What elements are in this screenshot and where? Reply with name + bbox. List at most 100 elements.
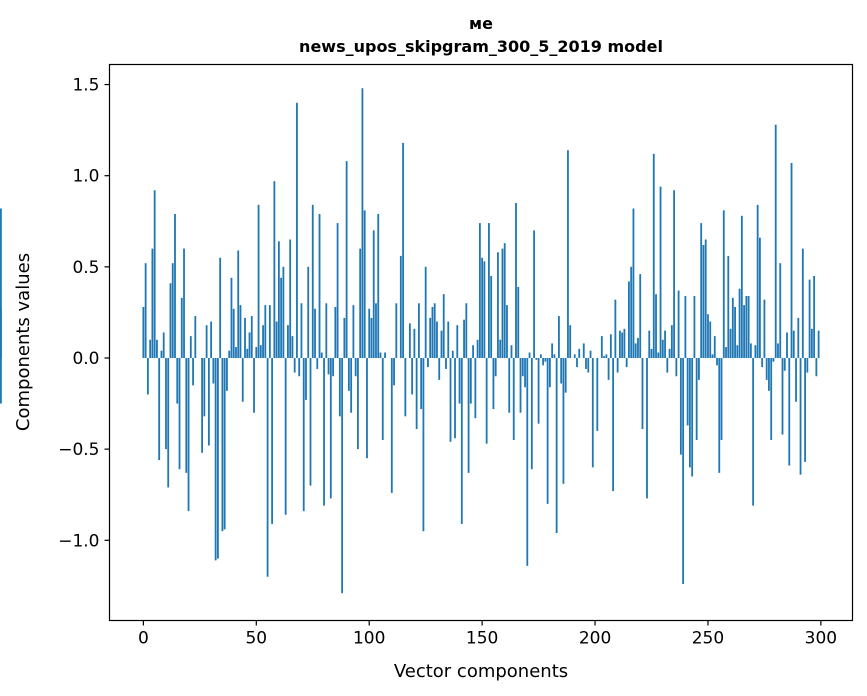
bar <box>165 358 167 450</box>
bar <box>564 358 567 393</box>
chart-subtitle: news_upos_skipgram_300_5_2019 model <box>299 37 663 56</box>
bar <box>688 358 691 468</box>
bar <box>447 321 450 358</box>
bar <box>377 213 380 358</box>
bar <box>271 358 274 524</box>
bar <box>192 358 194 386</box>
bar <box>483 261 486 358</box>
bar <box>582 343 585 358</box>
bar <box>144 263 147 358</box>
bar <box>399 255 402 358</box>
bar <box>379 352 382 358</box>
bar <box>438 358 441 380</box>
bar <box>284 358 287 515</box>
bar <box>729 328 732 358</box>
bar <box>228 350 231 358</box>
bar <box>334 306 337 358</box>
bar <box>363 210 366 358</box>
bar <box>740 215 743 358</box>
bar <box>431 306 434 358</box>
bar <box>207 358 210 446</box>
bar <box>352 305 355 358</box>
bar <box>589 350 592 358</box>
bar <box>280 277 283 358</box>
bar <box>402 142 404 358</box>
bar <box>686 358 689 426</box>
bar <box>682 358 685 585</box>
bar <box>779 263 782 358</box>
bar <box>718 358 721 473</box>
bar <box>544 358 547 362</box>
bar <box>217 358 219 559</box>
bar <box>693 296 696 358</box>
bar <box>573 354 576 358</box>
bar <box>679 358 682 455</box>
bar <box>350 358 353 413</box>
bar <box>343 317 346 358</box>
bar <box>420 358 423 410</box>
bar <box>232 308 235 358</box>
bar <box>725 347 727 358</box>
bar <box>429 317 432 358</box>
bar <box>736 345 739 358</box>
bar <box>361 88 364 358</box>
bar <box>354 358 357 377</box>
bar <box>772 358 775 362</box>
bar <box>0 208 2 358</box>
x-axis-ticks: 0 50 100 150 200 250 300 <box>138 620 837 649</box>
bar <box>795 358 797 402</box>
bar <box>413 328 416 358</box>
bar <box>783 358 786 371</box>
bar <box>305 358 307 400</box>
bar <box>664 330 666 358</box>
bar <box>528 352 531 358</box>
bar <box>178 358 181 470</box>
bar <box>533 230 535 358</box>
bar <box>436 321 438 358</box>
bar <box>661 339 664 358</box>
bar <box>670 325 673 358</box>
bar <box>542 358 545 366</box>
bar <box>221 358 224 532</box>
bar <box>404 358 407 417</box>
bar <box>806 358 809 373</box>
bar <box>618 330 621 358</box>
bar <box>169 283 172 358</box>
bar <box>325 303 328 358</box>
x-tick-label: 100 <box>353 629 385 649</box>
bar <box>345 161 348 358</box>
bar <box>384 352 386 358</box>
bar <box>323 358 325 506</box>
bar <box>727 255 730 358</box>
bar <box>535 358 538 360</box>
bar <box>338 358 341 417</box>
bar <box>266 358 269 577</box>
bar <box>562 358 565 484</box>
bar <box>460 358 463 524</box>
bar <box>558 316 560 358</box>
bar <box>490 275 493 358</box>
bar <box>449 358 452 442</box>
bar <box>239 305 242 358</box>
bar <box>302 358 305 512</box>
bar <box>235 347 237 358</box>
bar <box>768 358 770 391</box>
bar <box>433 303 436 358</box>
bar <box>585 358 587 369</box>
bar <box>180 297 183 358</box>
bar <box>605 354 608 358</box>
bar <box>246 348 249 358</box>
bar <box>314 308 316 358</box>
bar <box>720 358 723 441</box>
bar <box>752 358 755 506</box>
bar <box>395 303 398 358</box>
bar <box>268 305 271 358</box>
bar <box>189 336 192 358</box>
bar <box>709 321 712 358</box>
bar <box>146 358 149 395</box>
bar <box>264 305 267 358</box>
bar <box>201 358 203 453</box>
bar <box>411 358 414 395</box>
x-tick-label: 150 <box>466 629 498 649</box>
bar <box>625 358 628 368</box>
